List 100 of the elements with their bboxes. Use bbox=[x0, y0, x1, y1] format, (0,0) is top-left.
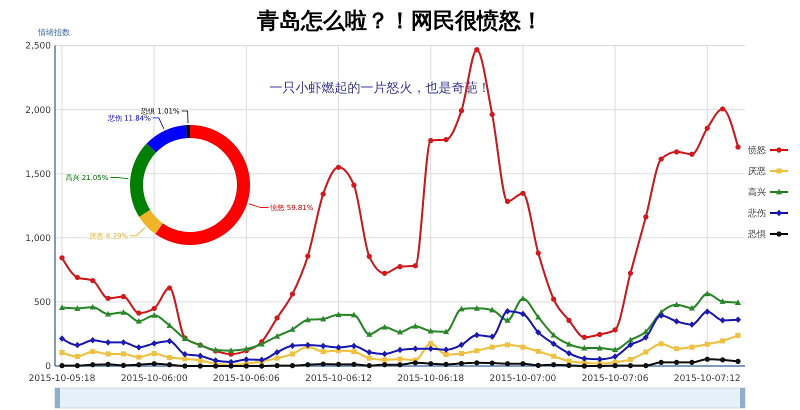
point bbox=[304, 342, 311, 348]
point bbox=[443, 328, 450, 334]
point bbox=[59, 304, 65, 310]
point bbox=[536, 348, 541, 354]
point bbox=[458, 108, 464, 114]
point bbox=[428, 345, 434, 352]
point bbox=[612, 346, 618, 352]
point bbox=[59, 255, 65, 260]
point bbox=[489, 333, 496, 340]
y-axis-title: 情绪指数 bbox=[37, 28, 70, 37]
point bbox=[59, 335, 65, 342]
point bbox=[505, 342, 510, 348]
point bbox=[628, 356, 633, 362]
point bbox=[642, 334, 649, 340]
point bbox=[458, 342, 464, 348]
point bbox=[412, 323, 418, 329]
point bbox=[74, 354, 80, 360]
point bbox=[106, 351, 111, 356]
point bbox=[212, 357, 219, 364]
point bbox=[274, 333, 280, 339]
point bbox=[443, 362, 449, 367]
point bbox=[643, 350, 648, 355]
point bbox=[474, 360, 480, 366]
y-tick-label: 2,000 bbox=[25, 106, 52, 116]
legend-label: 愤怒 bbox=[747, 145, 766, 156]
point bbox=[320, 361, 326, 367]
point bbox=[182, 363, 188, 369]
point bbox=[120, 351, 126, 356]
point bbox=[428, 361, 434, 366]
point bbox=[320, 316, 326, 322]
x-tick-label: 2015-10-07:12 bbox=[674, 374, 741, 384]
point bbox=[443, 137, 449, 142]
point bbox=[582, 363, 587, 369]
point bbox=[688, 304, 695, 310]
point bbox=[689, 360, 695, 366]
point bbox=[152, 306, 157, 312]
point bbox=[658, 312, 664, 319]
point bbox=[704, 290, 710, 296]
x-tick-label: 2015-10-06:18 bbox=[397, 374, 464, 384]
point bbox=[74, 342, 80, 348]
point bbox=[59, 363, 65, 368]
y-tick-label: 1,500 bbox=[25, 170, 52, 180]
point bbox=[74, 305, 80, 311]
point bbox=[336, 362, 342, 367]
point bbox=[612, 363, 618, 368]
point bbox=[520, 190, 526, 196]
point bbox=[74, 363, 80, 368]
point bbox=[412, 263, 418, 268]
point bbox=[720, 106, 726, 112]
point bbox=[474, 332, 480, 338]
point bbox=[597, 363, 602, 369]
point bbox=[90, 304, 96, 310]
point bbox=[182, 351, 188, 358]
legend-label: 悲伤 bbox=[747, 208, 766, 220]
point bbox=[290, 291, 296, 297]
point bbox=[490, 112, 495, 118]
point bbox=[412, 345, 418, 352]
point bbox=[520, 361, 526, 366]
y-tick-label: 500 bbox=[34, 298, 52, 308]
point bbox=[120, 362, 126, 368]
point bbox=[152, 351, 157, 356]
point bbox=[550, 340, 557, 348]
x-tick-label: 2015-10-05:18 bbox=[28, 374, 96, 384]
point bbox=[596, 344, 603, 350]
point bbox=[136, 344, 142, 351]
point bbox=[336, 164, 342, 170]
point bbox=[566, 341, 572, 347]
point bbox=[688, 321, 695, 328]
point bbox=[628, 270, 634, 276]
point bbox=[382, 350, 388, 358]
point bbox=[628, 363, 634, 368]
donut-slice bbox=[139, 210, 163, 234]
point bbox=[105, 296, 111, 301]
point bbox=[382, 362, 388, 368]
x-tick-label: 2015-10-06:06 bbox=[212, 374, 280, 384]
y-tick-label: 1,000 bbox=[25, 234, 52, 244]
point bbox=[274, 315, 280, 321]
point bbox=[474, 47, 480, 52]
point bbox=[581, 344, 588, 350]
point bbox=[320, 349, 326, 354]
point bbox=[658, 360, 664, 366]
point bbox=[489, 306, 496, 312]
point bbox=[720, 317, 726, 324]
x-tick-label: 2015-10-06:12 bbox=[305, 374, 372, 384]
point bbox=[244, 363, 249, 369]
point bbox=[658, 341, 664, 346]
point bbox=[197, 352, 204, 360]
point bbox=[704, 126, 710, 131]
point bbox=[566, 358, 572, 364]
donut-slice bbox=[130, 144, 156, 217]
point bbox=[428, 328, 434, 334]
point bbox=[704, 356, 710, 362]
point bbox=[90, 349, 96, 354]
point bbox=[166, 362, 172, 368]
y-tick-label: 2,500 bbox=[25, 42, 52, 52]
point bbox=[366, 254, 372, 259]
point bbox=[259, 363, 264, 369]
point bbox=[336, 344, 342, 351]
point bbox=[90, 278, 96, 284]
point bbox=[520, 310, 526, 318]
